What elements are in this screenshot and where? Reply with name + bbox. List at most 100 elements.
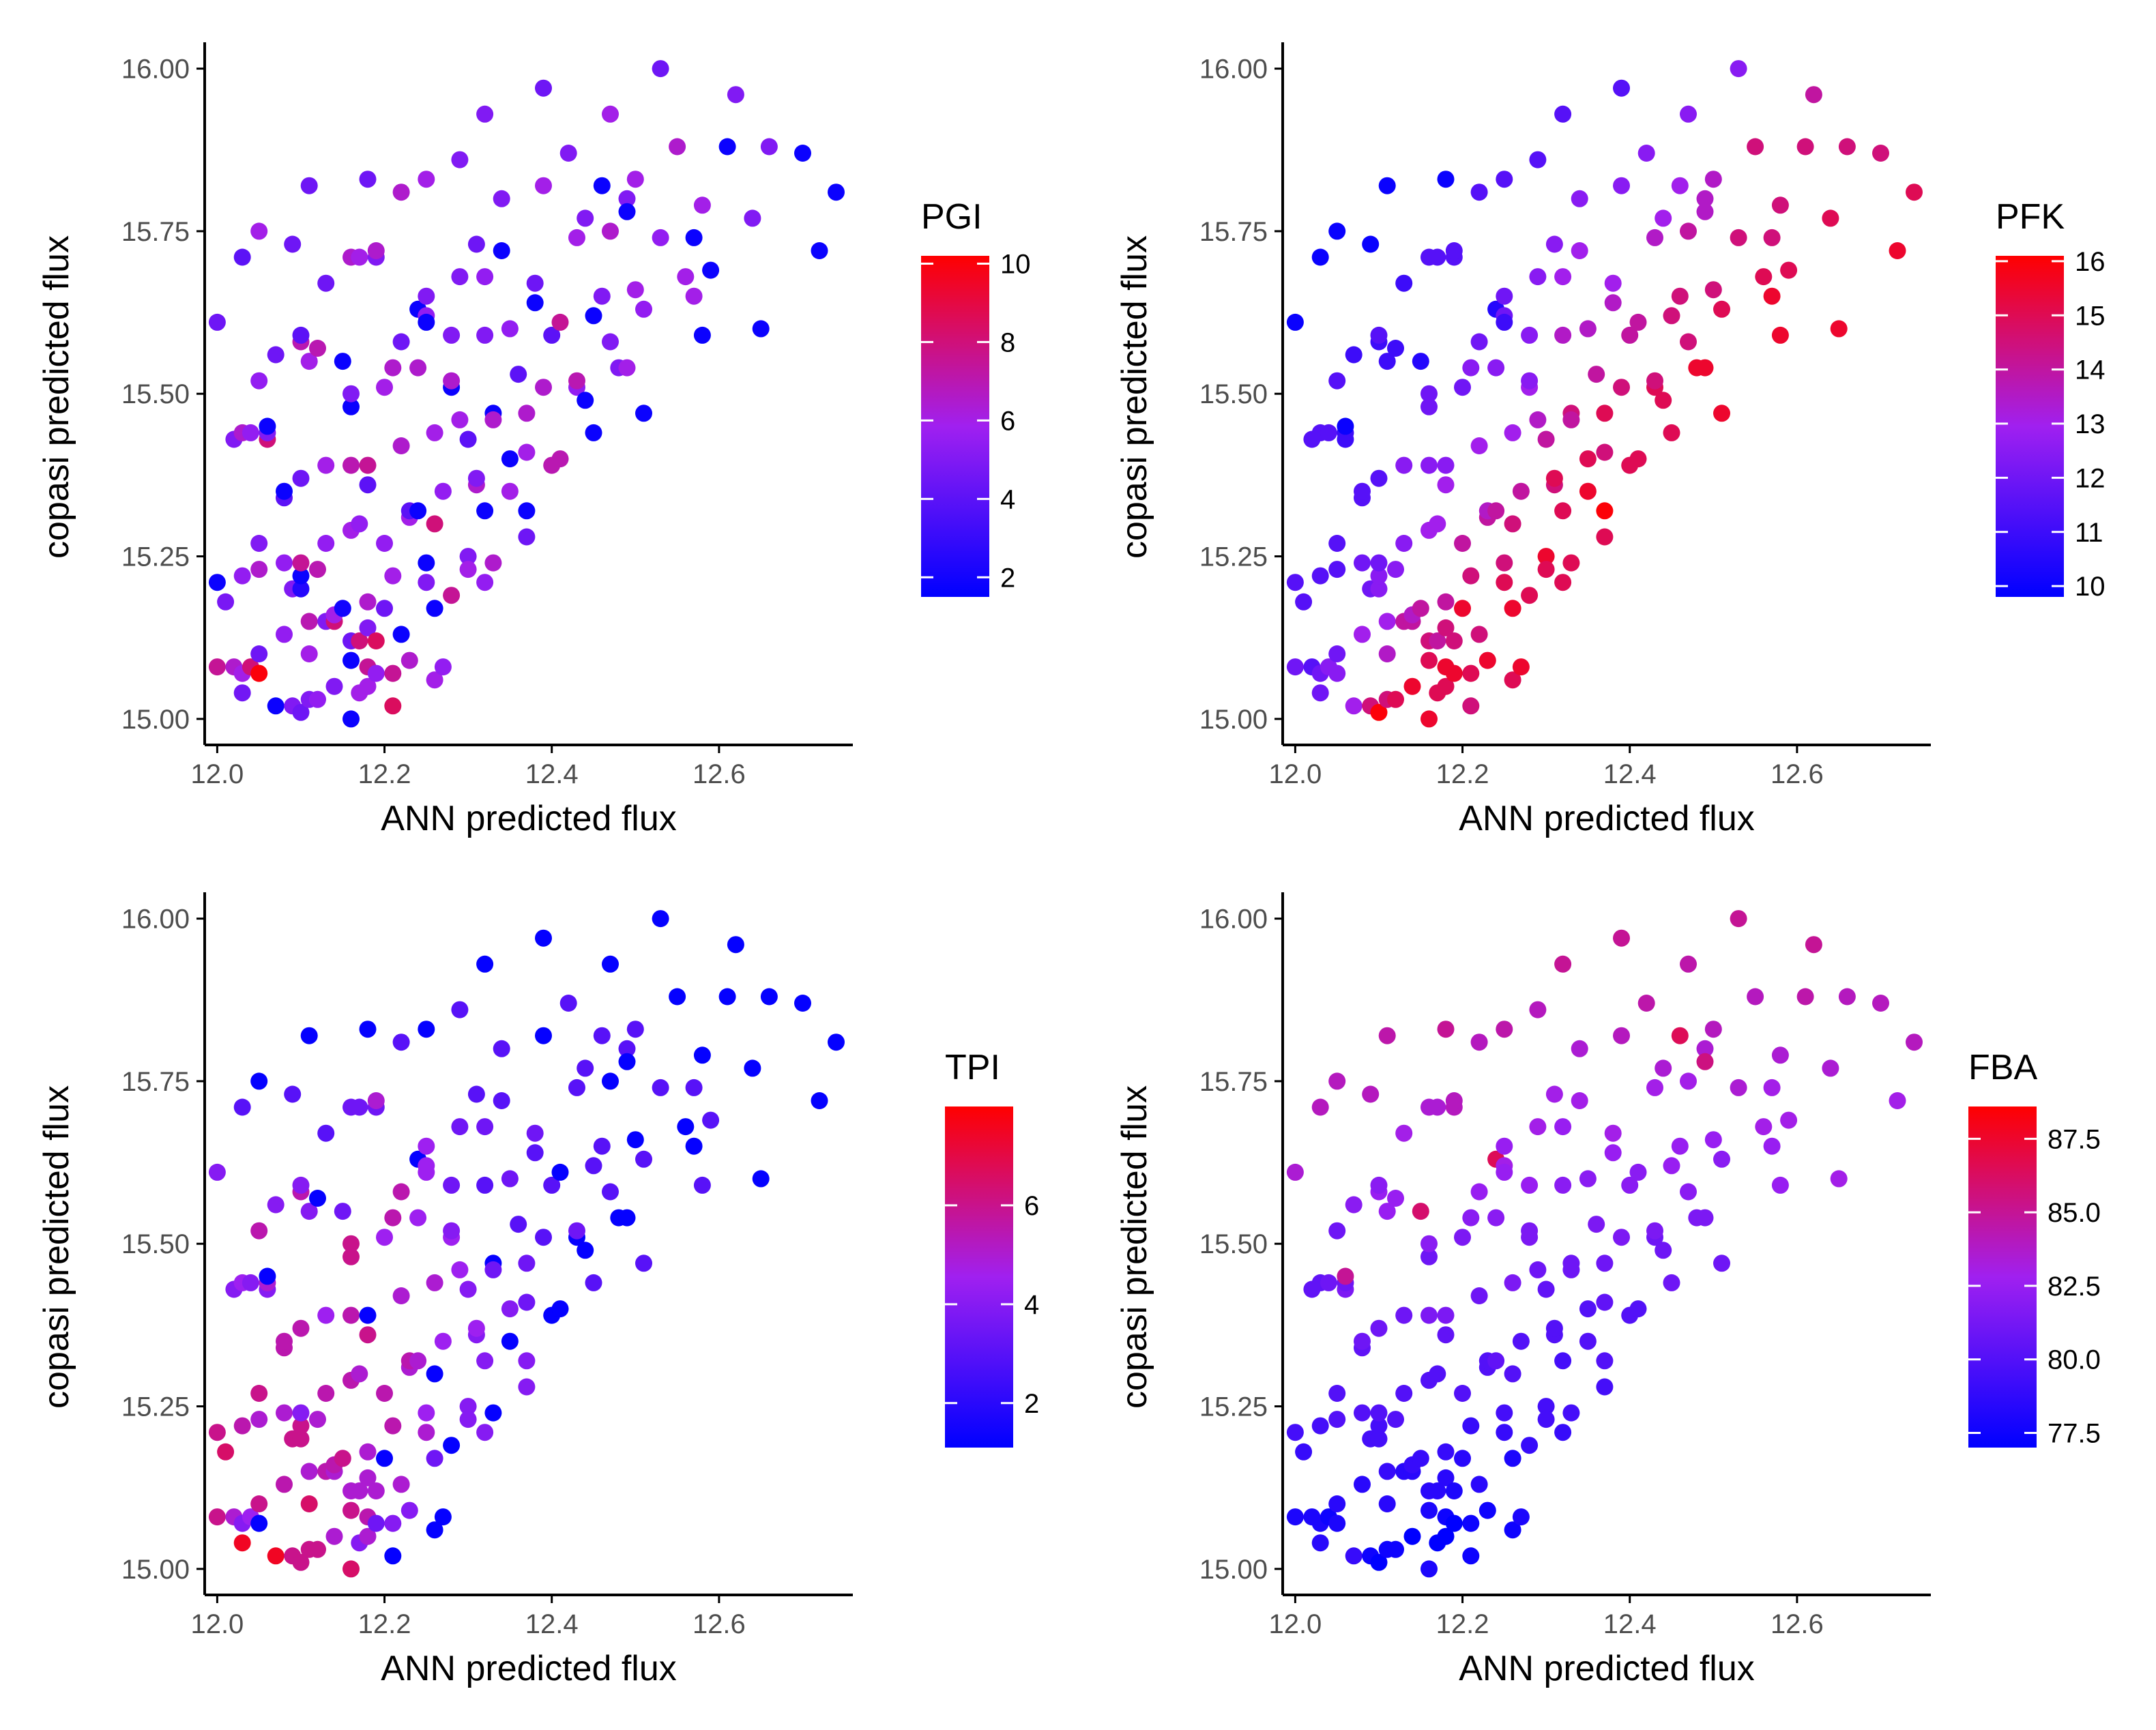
data-point xyxy=(526,1144,544,1162)
data-point xyxy=(1470,1033,1488,1051)
data-point xyxy=(1462,359,1480,377)
data-point xyxy=(1696,1209,1714,1227)
data-point xyxy=(1596,1293,1614,1311)
data-point xyxy=(718,988,736,1006)
data-point xyxy=(602,1183,619,1201)
y-tick-label: 15.00 xyxy=(1199,705,1268,735)
data-point xyxy=(693,1046,711,1064)
data-point xyxy=(325,1527,343,1545)
data-point xyxy=(1713,1255,1730,1272)
data-point xyxy=(351,1098,368,1116)
data-point xyxy=(400,651,418,669)
data-point xyxy=(1596,1255,1614,1272)
data-point xyxy=(535,379,552,396)
data-point xyxy=(1571,1040,1588,1057)
data-point xyxy=(451,411,469,428)
data-point xyxy=(1596,405,1614,422)
data-point xyxy=(1680,1183,1697,1201)
data-point xyxy=(409,359,427,377)
data-point xyxy=(1454,600,1471,617)
y-tick-label: 15.75 xyxy=(121,1067,190,1097)
data-point xyxy=(1487,1352,1505,1370)
data-point xyxy=(1579,1170,1597,1188)
data-point xyxy=(1496,554,1513,572)
data-point xyxy=(1370,703,1388,721)
data-point xyxy=(1671,1137,1689,1155)
data-point xyxy=(1387,340,1404,357)
x-tick-label: 12.6 xyxy=(693,759,746,789)
data-point xyxy=(484,554,502,572)
data-point xyxy=(242,1274,259,1291)
legend-tick-label: 16 xyxy=(2075,247,2106,277)
legend-tick-label: 4 xyxy=(1000,484,1015,514)
data-point xyxy=(1771,1176,1789,1194)
data-point xyxy=(484,1404,502,1422)
data-point xyxy=(568,229,585,246)
data-point xyxy=(476,955,494,973)
data-point xyxy=(1680,333,1697,351)
data-point xyxy=(1286,658,1304,676)
data-point xyxy=(476,105,494,123)
data-point xyxy=(334,1450,351,1467)
data-point xyxy=(1496,1424,1513,1441)
data-point xyxy=(618,1053,636,1070)
data-point xyxy=(476,1352,494,1370)
data-point xyxy=(1655,1242,1672,1259)
data-point xyxy=(451,1118,469,1136)
data-point xyxy=(618,203,636,220)
x-tick-label: 12.0 xyxy=(1268,759,1322,789)
data-point xyxy=(1504,424,1521,441)
data-point xyxy=(1437,1443,1455,1461)
data-point xyxy=(359,1306,377,1324)
data-point xyxy=(1370,567,1388,585)
data-point xyxy=(501,482,519,500)
data-point xyxy=(367,632,385,649)
data-point xyxy=(418,1424,435,1441)
data-point xyxy=(317,1306,335,1324)
data-point xyxy=(443,372,461,390)
data-point xyxy=(1696,203,1714,220)
data-point xyxy=(476,574,494,591)
x-tick-label: 12.4 xyxy=(1603,1609,1657,1639)
data-point xyxy=(602,955,619,973)
data-point xyxy=(1504,1274,1521,1291)
data-point xyxy=(1412,353,1429,370)
data-point xyxy=(828,184,845,201)
data-point xyxy=(1747,138,1764,156)
x-tick-label: 12.6 xyxy=(1771,759,1824,789)
data-point xyxy=(693,326,711,344)
data-point xyxy=(1437,171,1455,188)
data-point xyxy=(535,929,552,947)
data-point xyxy=(1328,561,1346,578)
data-point xyxy=(1504,1521,1521,1539)
data-point xyxy=(451,151,469,168)
legend-title: TPI xyxy=(945,1048,1000,1087)
data-point xyxy=(367,1482,385,1499)
data-point xyxy=(1429,1482,1446,1499)
legend-tick-label: 10 xyxy=(2075,572,2106,602)
data-point xyxy=(1445,664,1463,682)
data-point xyxy=(618,359,636,377)
data-point xyxy=(626,1131,644,1149)
data-point xyxy=(317,1385,335,1402)
data-point xyxy=(418,574,435,591)
data-point xyxy=(585,1157,602,1175)
data-point xyxy=(1395,456,1413,474)
data-point xyxy=(518,1255,536,1272)
data-point xyxy=(1429,1098,1446,1116)
data-point xyxy=(1370,1430,1388,1448)
data-point xyxy=(426,424,443,441)
data-point xyxy=(1496,313,1513,331)
data-point xyxy=(343,1235,360,1252)
y-tick-label: 15.25 xyxy=(121,1392,190,1422)
data-point xyxy=(359,593,377,611)
data-point xyxy=(1403,677,1421,695)
x-tick-label: 12.4 xyxy=(525,1609,579,1639)
data-point xyxy=(1696,1053,1714,1070)
data-point xyxy=(1454,535,1471,552)
data-point xyxy=(284,1085,302,1103)
data-point xyxy=(1362,235,1380,253)
data-point xyxy=(1421,651,1438,669)
data-point xyxy=(309,340,326,357)
data-point xyxy=(1529,151,1547,168)
